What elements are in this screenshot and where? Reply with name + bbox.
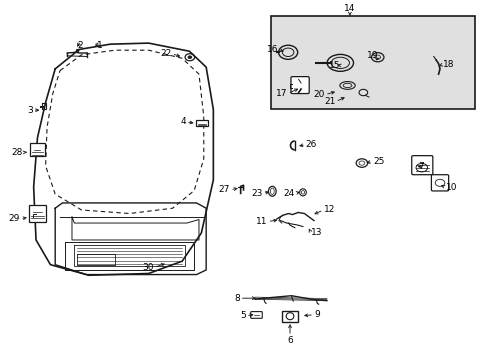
Text: 5: 5 (240, 311, 245, 320)
FancyBboxPatch shape (411, 156, 432, 175)
FancyBboxPatch shape (430, 175, 447, 191)
Text: 27: 27 (218, 185, 230, 194)
Text: 13: 13 (310, 228, 322, 237)
Text: 4: 4 (180, 117, 185, 126)
Text: 30: 30 (142, 263, 153, 272)
Text: 17: 17 (276, 89, 287, 98)
Bar (30, 143, 45, 156)
Text: 9: 9 (313, 310, 319, 319)
Text: 12: 12 (323, 206, 334, 215)
Text: 1: 1 (97, 41, 102, 50)
Text: 24: 24 (283, 189, 294, 198)
Text: 8: 8 (233, 294, 239, 303)
Text: 19: 19 (366, 51, 378, 60)
Bar (29, 206, 45, 222)
Circle shape (187, 56, 191, 59)
Text: 21: 21 (324, 97, 335, 106)
Text: 20: 20 (313, 90, 325, 99)
FancyBboxPatch shape (250, 312, 262, 318)
Text: 29: 29 (9, 214, 20, 223)
Text: 26: 26 (305, 140, 317, 149)
Text: 2: 2 (78, 41, 83, 50)
Text: 25: 25 (372, 157, 384, 166)
Text: 6: 6 (286, 336, 292, 345)
Text: 22: 22 (160, 49, 171, 58)
Text: 16: 16 (266, 45, 278, 54)
Text: 23: 23 (251, 189, 262, 198)
Text: 7: 7 (418, 162, 424, 171)
Text: 3: 3 (27, 105, 33, 114)
Text: 11: 11 (256, 217, 267, 226)
Text: 28: 28 (12, 148, 23, 157)
Text: 18: 18 (443, 60, 454, 69)
Text: 15: 15 (328, 61, 340, 70)
FancyBboxPatch shape (290, 77, 308, 94)
Bar (195, 120, 207, 126)
Text: 14: 14 (344, 4, 355, 13)
Text: 10: 10 (445, 183, 456, 192)
Bar (281, 311, 298, 322)
Bar (270, 16, 473, 109)
